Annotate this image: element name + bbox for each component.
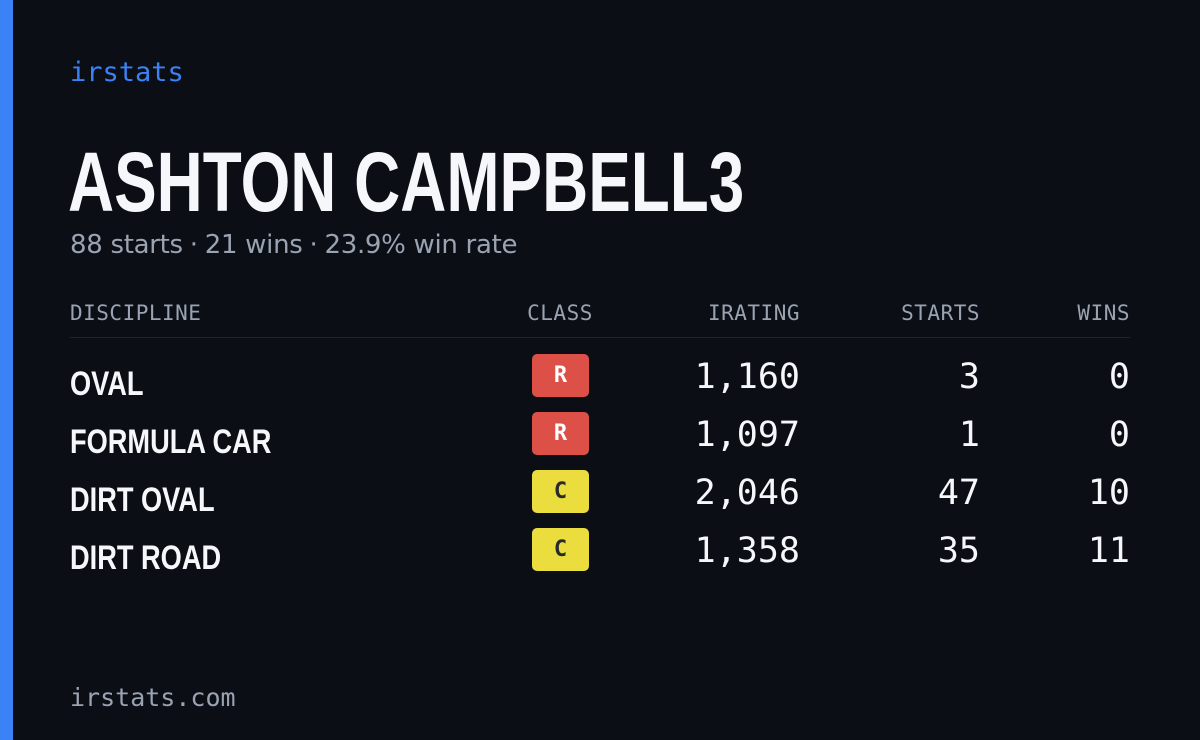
license-class-badge: C xyxy=(532,528,589,571)
column-header-class: CLASS xyxy=(527,301,593,325)
starts-value: 35 xyxy=(937,531,980,571)
table-header: DISCIPLINE CLASS IRATING STARTS WINS xyxy=(70,300,1130,338)
player-summary: 88 starts · 21 wins · 23.9% win rate xyxy=(70,228,517,262)
starts-value: 1 xyxy=(958,415,980,455)
accent-bar xyxy=(0,0,13,740)
summary-separator: · xyxy=(309,230,318,260)
stats-table: OVAL R 1,160 3 0 FORMULA CAR R 1,097 1 0… xyxy=(70,350,1130,582)
wins-value: 11 xyxy=(1087,531,1130,571)
wins-value: 0 xyxy=(1108,357,1130,397)
starts-value: 3 xyxy=(958,357,980,397)
irating-value: 2,046 xyxy=(694,473,800,513)
table-row: DIRT OVAL C 2,046 47 10 xyxy=(70,466,1130,524)
wins-value: 10 xyxy=(1087,473,1130,513)
brand-logo: irstats xyxy=(70,57,184,88)
wins-value: 0 xyxy=(1108,415,1130,455)
column-header-discipline: DISCIPLINE xyxy=(70,301,202,325)
discipline-name: FORMULA CAR xyxy=(70,423,272,461)
summary-starts: 88 starts xyxy=(70,230,183,260)
irating-value: 1,097 xyxy=(694,415,800,455)
summary-separator: · xyxy=(189,230,198,260)
discipline-name: DIRT OVAL xyxy=(70,481,215,519)
irating-value: 1,358 xyxy=(694,531,800,571)
table-row: OVAL R 1,160 3 0 xyxy=(70,350,1130,408)
table-row: FORMULA CAR R 1,097 1 0 xyxy=(70,408,1130,466)
column-header-irating: IRATING xyxy=(707,301,800,325)
column-header-starts: STARTS xyxy=(901,301,980,325)
table-row: DIRT ROAD C 1,358 35 11 xyxy=(70,524,1130,582)
irating-value: 1,160 xyxy=(694,357,800,397)
starts-value: 47 xyxy=(937,473,980,513)
discipline-name: DIRT ROAD xyxy=(70,539,222,577)
license-class-badge: R xyxy=(532,354,589,397)
page-title: ASHTON CAMPBELL3 xyxy=(68,135,745,229)
summary-wins: 21 wins xyxy=(204,230,303,260)
column-header-wins: WINS xyxy=(1077,301,1130,325)
license-class-badge: R xyxy=(532,412,589,455)
footer-site-url: irstats.com xyxy=(70,683,236,712)
license-class-badge: C xyxy=(532,470,589,513)
discipline-name: OVAL xyxy=(70,365,144,403)
summary-win-rate: 23.9% win rate xyxy=(324,230,518,260)
